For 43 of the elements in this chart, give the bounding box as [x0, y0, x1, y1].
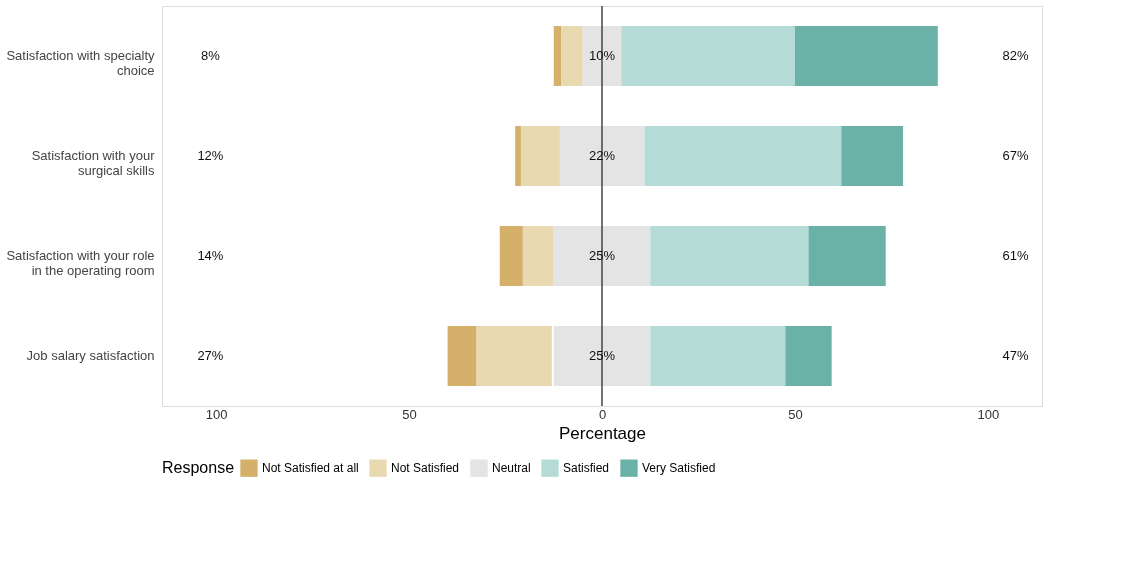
annotation: 12% — [197, 148, 224, 163]
legend-label: Neutral — [492, 461, 531, 476]
y-tick-label: Job salary satisfaction — [26, 348, 155, 363]
bar — [794, 26, 938, 86]
x-axis-title: Percentage — [559, 423, 646, 443]
legend-title: Response — [162, 459, 235, 476]
legend-label: Very Satisfied — [642, 461, 716, 476]
bar — [522, 226, 554, 286]
bar — [520, 126, 562, 186]
bar — [561, 26, 583, 86]
bar — [515, 126, 521, 186]
y-tick-label: Satisfaction with specialty choice — [6, 48, 155, 78]
bar — [650, 326, 786, 386]
bar — [553, 226, 651, 286]
x-tick-label: 100 — [977, 406, 1000, 422]
bar — [621, 26, 795, 86]
x-tick-label: 100 — [205, 406, 228, 422]
bar — [650, 226, 809, 286]
annotation: 27% — [197, 348, 224, 363]
legend-label: Not Satisfied at all — [262, 461, 359, 476]
bar — [499, 226, 523, 286]
bar — [553, 26, 562, 86]
annotation: 14% — [197, 248, 224, 263]
annotation: 47% — [1002, 348, 1030, 363]
annotation: 82% — [1002, 48, 1030, 63]
legend-label: Not Satisfied — [391, 461, 460, 476]
annotation: 67% — [1002, 148, 1030, 163]
bar — [644, 126, 842, 186]
bar — [785, 326, 832, 386]
bar — [476, 326, 552, 386]
bar — [553, 326, 651, 386]
y-tick-label: Satisfaction with your surgical skills — [31, 148, 156, 178]
bar — [559, 126, 645, 186]
annotation: 61% — [1002, 248, 1030, 263]
bar — [447, 326, 477, 386]
bar — [808, 226, 886, 286]
x-tick-label: 50 — [402, 406, 417, 422]
x-tick-label: 0 — [598, 406, 607, 422]
x-tick-label: 50 — [788, 406, 803, 422]
annotation: 8% — [201, 48, 221, 63]
bar — [841, 126, 904, 186]
y-tick-label: Satisfaction with your role in the operating room — [6, 248, 155, 278]
legend-label: Satisfied — [563, 461, 610, 476]
